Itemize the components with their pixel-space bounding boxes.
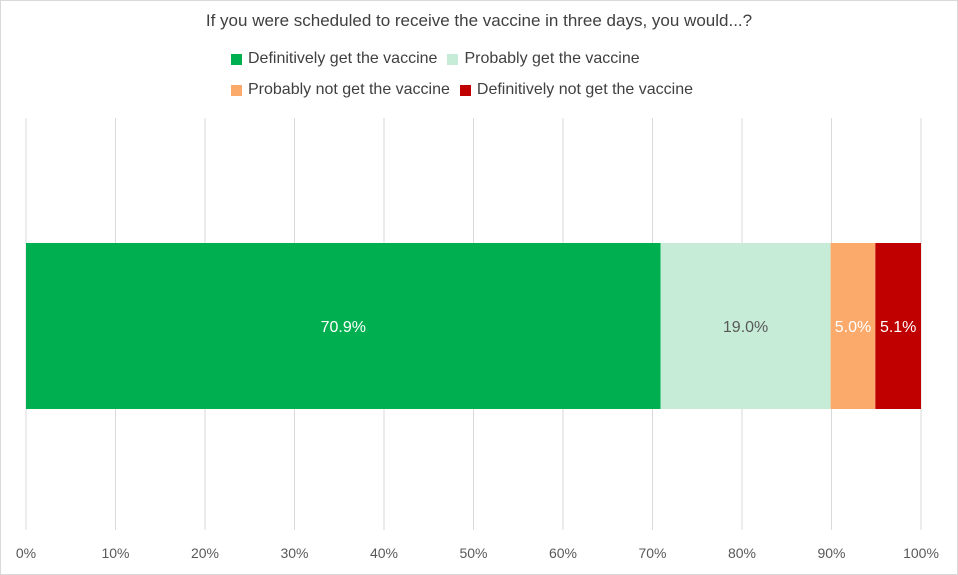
bar-segment: [660, 243, 831, 409]
legend-label: Probably get the vaccine: [464, 50, 640, 67]
bar-segment: [875, 243, 921, 409]
x-tick-label: 60%: [549, 545, 577, 561]
x-tick-label: 30%: [280, 545, 308, 561]
legend-swatch: [459, 84, 471, 96]
legend-item: Definitively not get the vaccine: [459, 81, 694, 99]
bar-segment: [26, 243, 661, 409]
x-tick-label: 50%: [459, 545, 487, 561]
x-tick-label: 10%: [101, 545, 129, 561]
legend-row-bottom: Probably not get the vaccine Definitively…: [231, 81, 703, 99]
data-label: 5.0%: [835, 319, 871, 336]
legend-swatch: [231, 53, 242, 65]
legend-swatch: [447, 53, 459, 65]
legend-row-top: Definitively get the vaccine Probably get…: [231, 50, 650, 68]
chart-title: If you were scheduled to receive the vac…: [205, 11, 753, 30]
legend-label: Definitively not get the vaccine: [476, 81, 694, 98]
legend-item: Definitively get the vaccine: [231, 50, 437, 68]
bar-segment: [830, 243, 876, 409]
x-tick-label: 80%: [728, 545, 756, 561]
x-tick-label: 20%: [191, 545, 219, 561]
x-tick-label: 40%: [370, 545, 398, 561]
legend-label: Probably not get the vaccine: [248, 81, 450, 98]
legend-item: Probably not get the vaccine: [231, 81, 450, 99]
data-label: 19.0%: [723, 319, 768, 336]
x-tick-label: 90%: [817, 545, 845, 561]
x-tick-label: 0%: [16, 545, 36, 561]
legend-label: Definitively get the vaccine: [248, 50, 438, 67]
data-label: 70.9%: [321, 319, 366, 336]
legend-swatch: [231, 84, 242, 96]
legend-item: Probably get the vaccine: [447, 50, 640, 68]
data-label: 5.1%: [880, 319, 916, 336]
x-tick-label: 100%: [903, 545, 939, 561]
x-tick-label: 70%: [638, 545, 666, 561]
